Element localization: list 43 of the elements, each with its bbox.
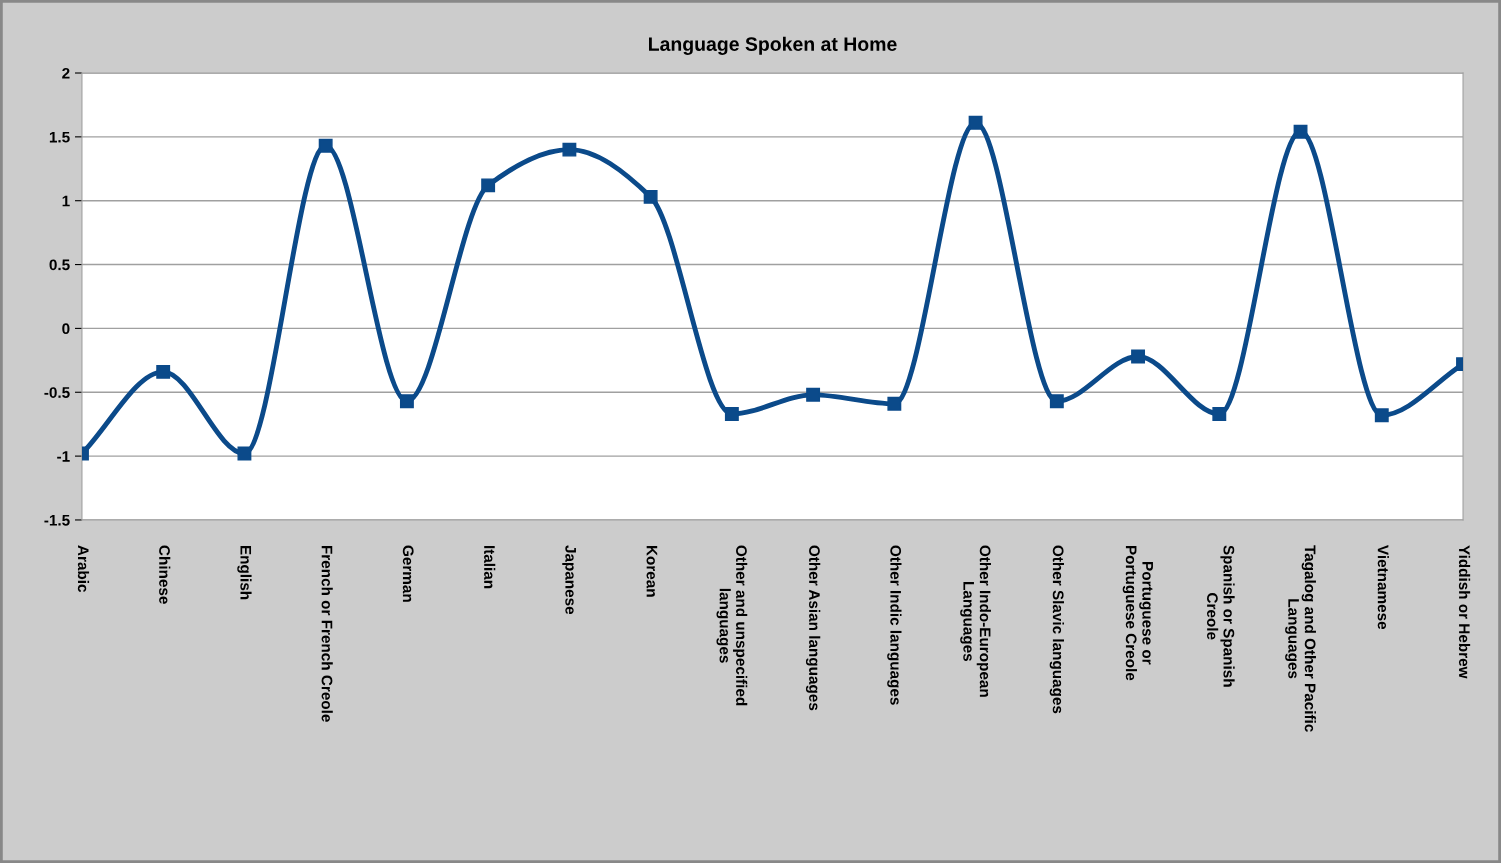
x-tick-label: Spanish or Spanish Creole [1206, 545, 1235, 687]
point [1374, 408, 1389, 423]
x-tick-label: Korean [646, 545, 658, 597]
point [1212, 407, 1227, 421]
y-tick-label: -1 [57, 451, 70, 462]
x-tick-label: Japanese [562, 545, 576, 615]
x-tick-label: Tagalog and Other Pacific Languages [1285, 545, 1316, 732]
y-tick-label: 0 [62, 323, 70, 335]
x-tick-label: Other and unspecified languages [716, 545, 748, 706]
x-tick-label: Other Indic languages [887, 545, 902, 705]
y-tick-label: 0.5 [49, 259, 70, 271]
x-tick-label: Other Asian languages [805, 545, 821, 711]
point [968, 115, 983, 130]
point [562, 142, 577, 157]
x-tick-label: Vietnamese [1377, 545, 1389, 630]
point [481, 178, 496, 193]
point [237, 446, 252, 461]
point [806, 387, 821, 402]
x-tick-label: French or French Creole [321, 545, 333, 722]
point [1293, 124, 1308, 139]
x-tick-label: Other Slavic languages [1049, 545, 1064, 714]
point [643, 189, 658, 204]
point [399, 394, 414, 409]
y-tick-label: 2 [62, 67, 70, 79]
x-tick-label: German [402, 545, 414, 602]
x-tick-label: Portuguese or Portuguese Creole [1122, 545, 1153, 681]
y-tick-label: 1.5 [49, 131, 70, 143]
x-tick-label: Yiddish or Hebrew [1458, 545, 1471, 679]
point [724, 407, 739, 421]
point [1049, 394, 1064, 409]
y-tick-label: 1 [62, 195, 70, 207]
point [156, 364, 171, 379]
y-tick-label: -1.5 [44, 514, 70, 526]
point [887, 396, 902, 411]
x-tick-label: Other Indo-European Languages [960, 545, 991, 697]
x-tick-label: Arabic [77, 545, 90, 593]
x-tick-label: Italian [484, 545, 496, 589]
x-tick-label: Chinese [159, 545, 171, 604]
y-tick-label: -0.5 [44, 387, 70, 398]
x-tick-label: English [237, 545, 252, 600]
point [318, 138, 333, 153]
point [1131, 349, 1146, 364]
chart-title: Language Spoken at Home [649, 36, 897, 55]
